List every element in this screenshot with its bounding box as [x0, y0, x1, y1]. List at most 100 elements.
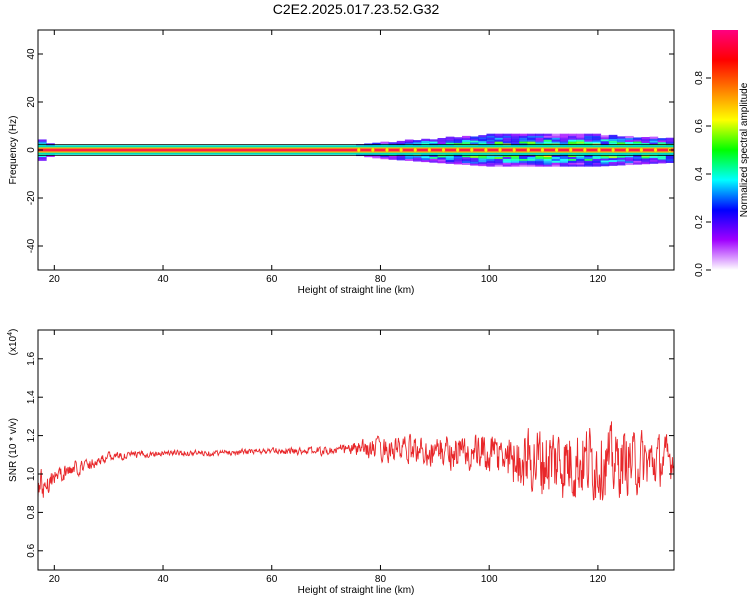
- spectrogram-band-dot: [611, 148, 615, 152]
- spectrogram-cell: [665, 156, 675, 160]
- spectrogram-band-dot: [526, 148, 530, 152]
- snr-y-tick-label: 1.6: [26, 351, 37, 365]
- spectrogram-cell: [633, 160, 642, 163]
- spectrogram-cell: [608, 163, 618, 166]
- spectrogram-cell: [616, 157, 626, 160]
- spectrogram-cell: [527, 133, 536, 136]
- spectrogram-cell: [576, 162, 585, 165]
- spectrogram-cell: [413, 159, 422, 162]
- spectrogram-cell: [502, 133, 512, 136]
- spectrogram-band-dot: [554, 148, 559, 152]
- spectrogram-cell: [396, 156, 406, 159]
- spectrogram-cell: [486, 162, 496, 165]
- spectrogram-cell: [437, 155, 447, 158]
- spectrogram-cell: [445, 157, 455, 160]
- spectrogram-cell: [535, 160, 545, 163]
- spectrogram-cell: [592, 164, 602, 167]
- spectrogram-band-dot: [653, 148, 658, 152]
- spectrogram-cell: [478, 140, 487, 144]
- spectrogram-cell: [633, 139, 642, 142]
- spectrogram-cell: [519, 158, 528, 161]
- snr-x-tick-label: 80: [375, 574, 387, 585]
- spectrogram-cell: [519, 141, 528, 144]
- spectrogram-cell: [437, 157, 447, 160]
- spectrogram-cell: [576, 133, 585, 136]
- spectrogram-cell: [608, 138, 618, 141]
- spectrogram-cell: [576, 160, 585, 163]
- snr-x-tick-label: 20: [49, 574, 61, 585]
- spectrogram-cell: [413, 143, 422, 147]
- snr-y-multiplier-base: (x10: [8, 335, 19, 355]
- spectrogram-cell: [494, 141, 504, 144]
- spectrogram-band-dot: [399, 148, 403, 152]
- spectrogram-cell: [388, 157, 398, 160]
- spectrogram-cell: [38, 139, 47, 142]
- spectrogram-cell: [543, 164, 553, 167]
- spectrogram-cell: [625, 157, 634, 160]
- spectrogram-cell: [404, 154, 414, 158]
- spectrogram-cell: [551, 162, 561, 165]
- spectrogram-cell: [559, 133, 569, 136]
- spectrogram-cell: [600, 142, 610, 146]
- spectrogram-cell: [519, 133, 528, 136]
- spectrogram-cell: [486, 135, 496, 138]
- spectrogram-cell: [388, 142, 398, 145]
- spectrogram-cell: [478, 138, 487, 142]
- spectrogram-cell: [421, 138, 430, 141]
- snr-y-tick-label: 1.2: [26, 428, 37, 442]
- spectrogram-x-tick-label: 120: [590, 274, 607, 285]
- spectrogram-cell: [608, 136, 618, 139]
- spectrogram-cell: [584, 160, 593, 163]
- snr-y-tick-label: 1.4: [26, 390, 37, 404]
- spectrogram-cell: [494, 139, 504, 142]
- spectrogram-cell: [600, 139, 610, 142]
- spectrogram-cell: [625, 139, 634, 143]
- spectrogram-cell: [616, 163, 626, 166]
- spectrogram-cell: [462, 137, 471, 141]
- spectrogram-cell: [445, 161, 455, 164]
- spectrogram-cell: [616, 144, 626, 147]
- spectrogram-band-dot: [484, 148, 488, 152]
- spectrogram-cell: [559, 160, 569, 163]
- spectrogram-cell: [543, 156, 553, 159]
- spectrogram-cell: [445, 155, 455, 159]
- spectrogram-band-dot: [456, 148, 460, 152]
- spectrogram-cell: [616, 138, 626, 141]
- spectrogram-cell: [625, 135, 634, 139]
- spectrogram-x-axis-label: Height of straight line (km): [298, 285, 415, 296]
- snr-x-tick-label: 120: [590, 574, 607, 585]
- spectrogram-cell: [600, 162, 610, 165]
- spectrogram-cell: [519, 135, 528, 138]
- spectrogram-cell: [470, 159, 479, 162]
- spectrogram-cell: [527, 162, 536, 165]
- spectrogram-cell: [568, 133, 577, 136]
- spectrogram-cell: [559, 137, 569, 140]
- spectrogram-cell: [453, 158, 463, 161]
- spectrogram-frame: [37, 29, 675, 271]
- snr-panel: 20 40 60 80 100 120 0.6 0.8 1.0 1.2 1.4 1.6 Height …: [7, 329, 675, 596]
- spectrogram-cell: [600, 156, 610, 159]
- spectrogram-cell: [453, 137, 463, 140]
- spectrogram-cell: [608, 159, 618, 163]
- spectrogram-cell: [616, 142, 626, 145]
- snr-axes: 20 40 60 80 100 120 0.6 0.8 1.0 1.2 1.4 1.6: [26, 330, 674, 585]
- spectrogram-cell: [600, 137, 610, 140]
- spectrogram-band-dot: [498, 148, 502, 152]
- spectrogram-cell: [592, 160, 602, 163]
- spectrogram-cell: [519, 164, 528, 167]
- spectrogram-cell: [453, 162, 463, 165]
- spectrogram-cell: [649, 138, 659, 141]
- spectrogram-cell: [592, 137, 602, 140]
- spectrogram-y-tick-label: -40: [26, 238, 37, 253]
- spectrogram-band-dot: [625, 148, 629, 152]
- spectrogram-cell: [421, 159, 430, 163]
- spectrogram-cell: [559, 139, 569, 142]
- spectrogram-cell: [657, 140, 667, 143]
- spectrogram-cell: [502, 135, 512, 138]
- spectrogram-cell: [510, 139, 520, 142]
- spectrogram-cell: [502, 141, 512, 144]
- spectrogram-panel: 20 40 60 80 100 120 -40 -20 0 20 40 Height of stra…: [8, 29, 675, 296]
- spectrogram-cell: [600, 141, 610, 144]
- spectrogram-cell: [535, 141, 545, 144]
